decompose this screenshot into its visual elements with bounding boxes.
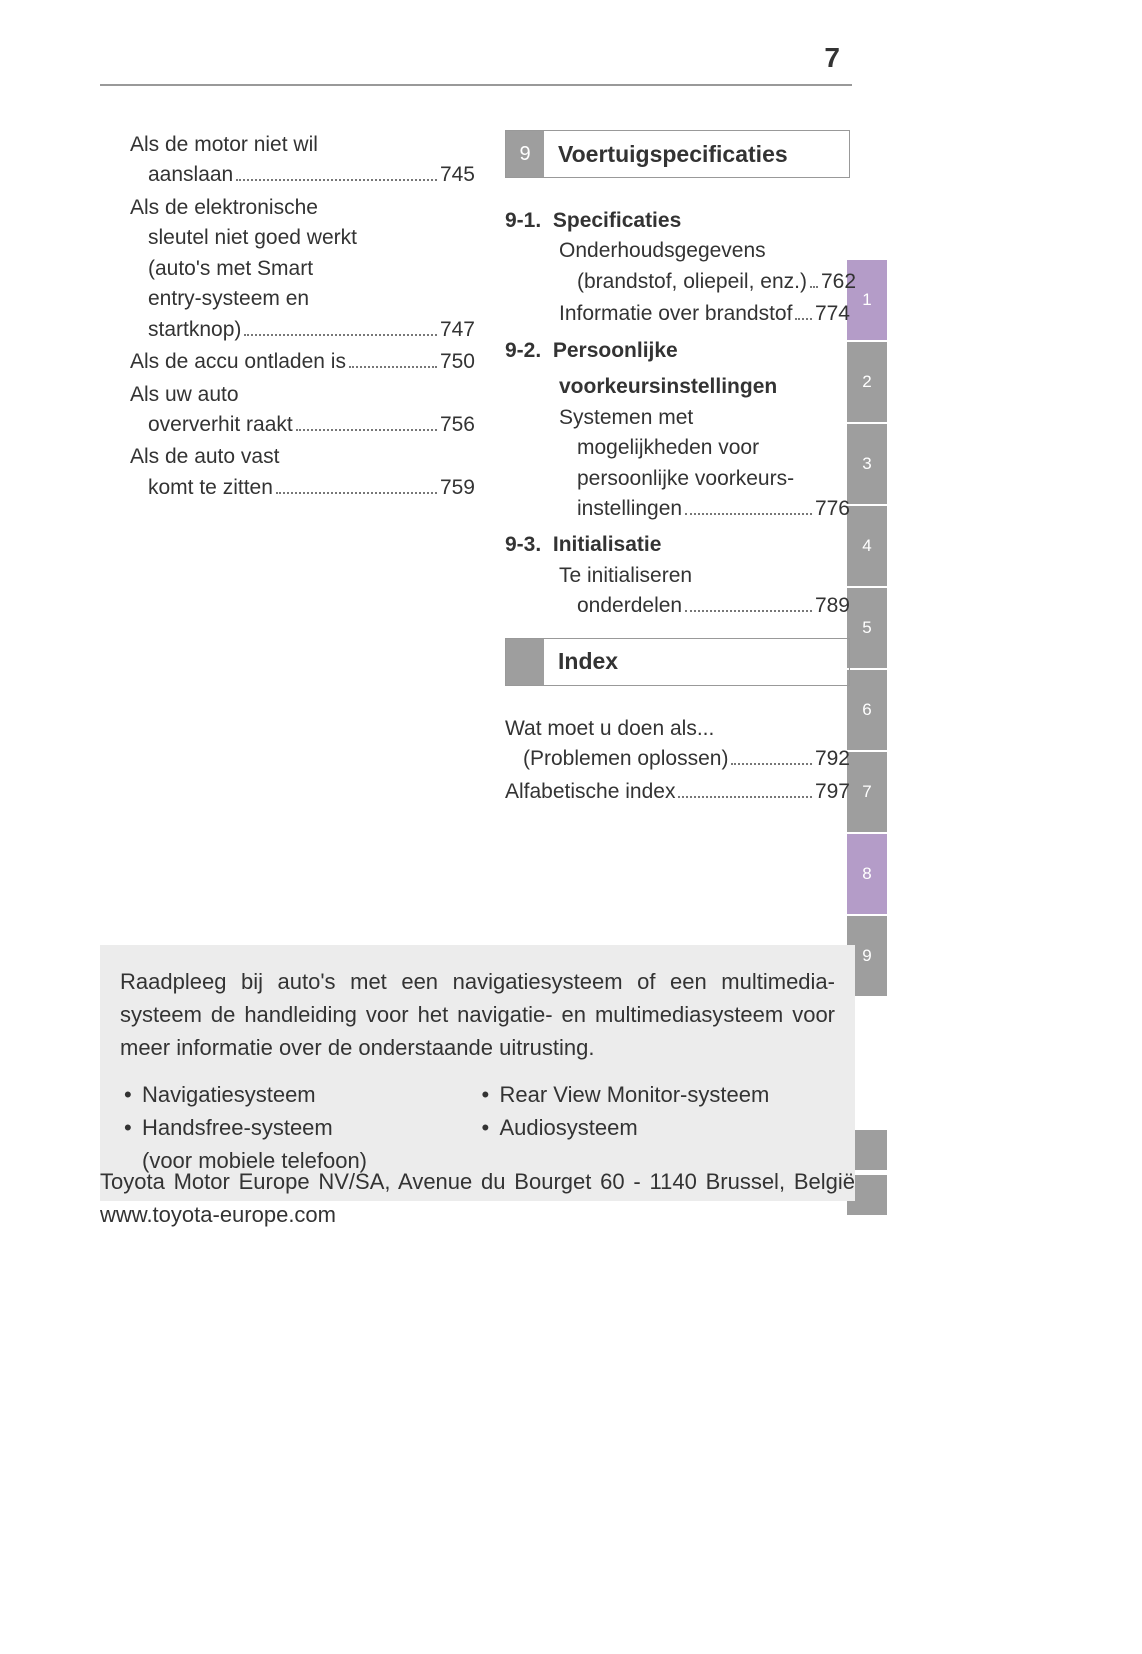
side-tab-4[interactable]: 4 bbox=[847, 506, 887, 586]
toc-dots bbox=[810, 286, 818, 288]
toc-entry: Als uw autooververhit raakt 756 bbox=[130, 380, 475, 441]
toc-line: komt te zitten 759 bbox=[130, 473, 475, 503]
top-rule bbox=[100, 84, 852, 86]
toc-entry: Als de auto vastkomt te zitten 759 bbox=[130, 442, 475, 503]
toc-text: Informatie over brandstof bbox=[559, 299, 792, 329]
toc-line: startknop) 747 bbox=[130, 315, 475, 345]
toc-text: onderdelen bbox=[577, 591, 682, 621]
toc-entry: Als de motor niet wilaanslaan 745 bbox=[130, 130, 475, 191]
toc-text: aanslaan bbox=[148, 160, 233, 190]
toc-text: (Problemen oplossen) bbox=[523, 744, 728, 774]
toc-line: Als de accu ontladen is 750 bbox=[130, 347, 475, 377]
toc-line: onderdelen 789 bbox=[559, 591, 850, 621]
index-header: Index bbox=[505, 638, 850, 686]
subsection-heading: 9-3. Initialisatie bbox=[505, 530, 850, 560]
toc-text: oververhit raakt bbox=[148, 410, 293, 440]
side-tab-2[interactable]: 2 bbox=[847, 342, 887, 422]
content-columns: Als de motor niet wilaanslaan 745Als de e… bbox=[130, 130, 850, 809]
index-title: Index bbox=[544, 639, 849, 685]
toc-text: mogelijkheden voor bbox=[559, 433, 850, 463]
toc-text: instellingen bbox=[577, 494, 682, 524]
toc-dots bbox=[349, 366, 437, 368]
toc-dots bbox=[795, 318, 812, 320]
toc-page: 797 bbox=[815, 777, 850, 807]
side-tab-5[interactable]: 5 bbox=[847, 588, 887, 668]
toc-page: 747 bbox=[440, 315, 475, 345]
side-tabs: 123456789 bbox=[847, 260, 887, 998]
toc-line: aanslaan 745 bbox=[130, 160, 475, 190]
side-tab-6[interactable]: 6 bbox=[847, 670, 887, 750]
toc-entry: Als de accu ontladen is 750 bbox=[130, 347, 475, 377]
toc-line: Informatie over brandstof 774 bbox=[559, 299, 850, 329]
toc-entry: Als de elektronischesleutel niet goed we… bbox=[130, 193, 475, 345]
toc-dots bbox=[731, 763, 812, 765]
toc-dots bbox=[236, 179, 437, 181]
toc-text: sleutel niet goed werkt bbox=[130, 223, 475, 253]
toc-text: startknop) bbox=[148, 315, 241, 345]
toc-page: 774 bbox=[815, 299, 850, 329]
subsection-body: Systemen metmogelijkheden voorpersoonlij… bbox=[505, 403, 850, 525]
subsection-heading: 9-1. Specificaties bbox=[505, 206, 850, 236]
toc-line: (Problemen oplossen) 792 bbox=[505, 744, 850, 774]
toc-text: Onderhoudsgegevens bbox=[559, 236, 850, 266]
toc-line: oververhit raakt 756 bbox=[130, 410, 475, 440]
toc-line: (brandstof, oliepeil, enz.)762 bbox=[559, 267, 850, 297]
subsection-heading: voorkeursinstellingen bbox=[505, 372, 850, 402]
left-column: Als de motor niet wilaanslaan 745Als de e… bbox=[130, 130, 475, 809]
side-tab-8[interactable]: 8 bbox=[847, 834, 887, 914]
toc-page: 762 bbox=[821, 267, 856, 297]
toc-text: (brandstof, oliepeil, enz.) bbox=[577, 267, 807, 297]
toc-page: 759 bbox=[440, 473, 475, 503]
bullet-item: Navigatiesysteem bbox=[120, 1078, 478, 1111]
toc-page: 792 bbox=[815, 744, 850, 774]
info-box: Raadpleeg bij auto's met een navigatiesy… bbox=[100, 945, 855, 1201]
toc-text: Wat moet u doen als... bbox=[505, 714, 850, 744]
section-header: 9Voertuigspecificaties bbox=[505, 130, 850, 178]
toc-page: 750 bbox=[440, 347, 475, 377]
toc-dots bbox=[296, 429, 437, 431]
side-tab-3[interactable]: 3 bbox=[847, 424, 887, 504]
toc-text: Als de accu ontladen is bbox=[130, 347, 346, 377]
toc-line: Alfabetische index 797 bbox=[505, 777, 850, 807]
right-column: 9Voertuigspecificaties 9-1. Specificaties… bbox=[505, 130, 850, 809]
toc-dots bbox=[276, 492, 437, 494]
toc-line: instellingen 776 bbox=[559, 494, 850, 524]
toc-text: Als de motor niet wil bbox=[130, 130, 475, 160]
toc-page: 756 bbox=[440, 410, 475, 440]
bullet-item: Audiosysteem bbox=[478, 1111, 836, 1144]
toc-text: Als de auto vast bbox=[130, 442, 475, 472]
section-number: 9 bbox=[506, 131, 544, 177]
subsection-heading: 9-2. Persoonlijke bbox=[505, 336, 850, 366]
bullets-right: Rear View Monitor-systeemAudiosysteem bbox=[478, 1078, 836, 1177]
bullet-item: Handsfree-systeem bbox=[120, 1111, 478, 1144]
toc-text: Alfabetische index bbox=[505, 777, 675, 807]
toc-text: entry-systeem en bbox=[130, 284, 475, 314]
toc-dots bbox=[678, 796, 812, 798]
toc-dots bbox=[685, 610, 812, 612]
toc-text: Als uw auto bbox=[130, 380, 475, 410]
toc-text: Als de elektronische bbox=[130, 193, 475, 223]
side-tab-7[interactable]: 7 bbox=[847, 752, 887, 832]
info-paragraph: Raadpleeg bij auto's met een navigatiesy… bbox=[120, 965, 835, 1064]
toc-text: Systemen met bbox=[559, 403, 850, 433]
toc-dots bbox=[685, 513, 812, 515]
toc-dots bbox=[244, 334, 437, 336]
toc-page: 745 bbox=[440, 160, 475, 190]
section-title: Voertuigspecificaties bbox=[544, 131, 849, 177]
toc-text: persoonlijke voorkeurs- bbox=[559, 464, 850, 494]
toc-page: 789 bbox=[815, 591, 850, 621]
bullets-left: NavigatiesysteemHandsfree-systeem(voor m… bbox=[120, 1078, 478, 1177]
bullet-item: Rear View Monitor-systeem bbox=[478, 1078, 836, 1111]
toc-page: 776 bbox=[815, 494, 850, 524]
bullet-row: NavigatiesysteemHandsfree-systeem(voor m… bbox=[120, 1078, 835, 1177]
subsection-body: Te initialiserenonderdelen 789 bbox=[505, 561, 850, 622]
subsection-body: Onderhoudsgegevens(brandstof, oliepeil, … bbox=[505, 236, 850, 329]
page-number: 7 bbox=[824, 42, 840, 74]
toc-text: komt te zitten bbox=[148, 473, 273, 503]
footer-text: Toyota Motor Europe NV/SA, Avenue du Bou… bbox=[100, 1165, 855, 1231]
index-blank bbox=[506, 639, 544, 685]
toc-text: Te initialiseren bbox=[559, 561, 850, 591]
toc-text: (auto's met Smart bbox=[130, 254, 475, 284]
